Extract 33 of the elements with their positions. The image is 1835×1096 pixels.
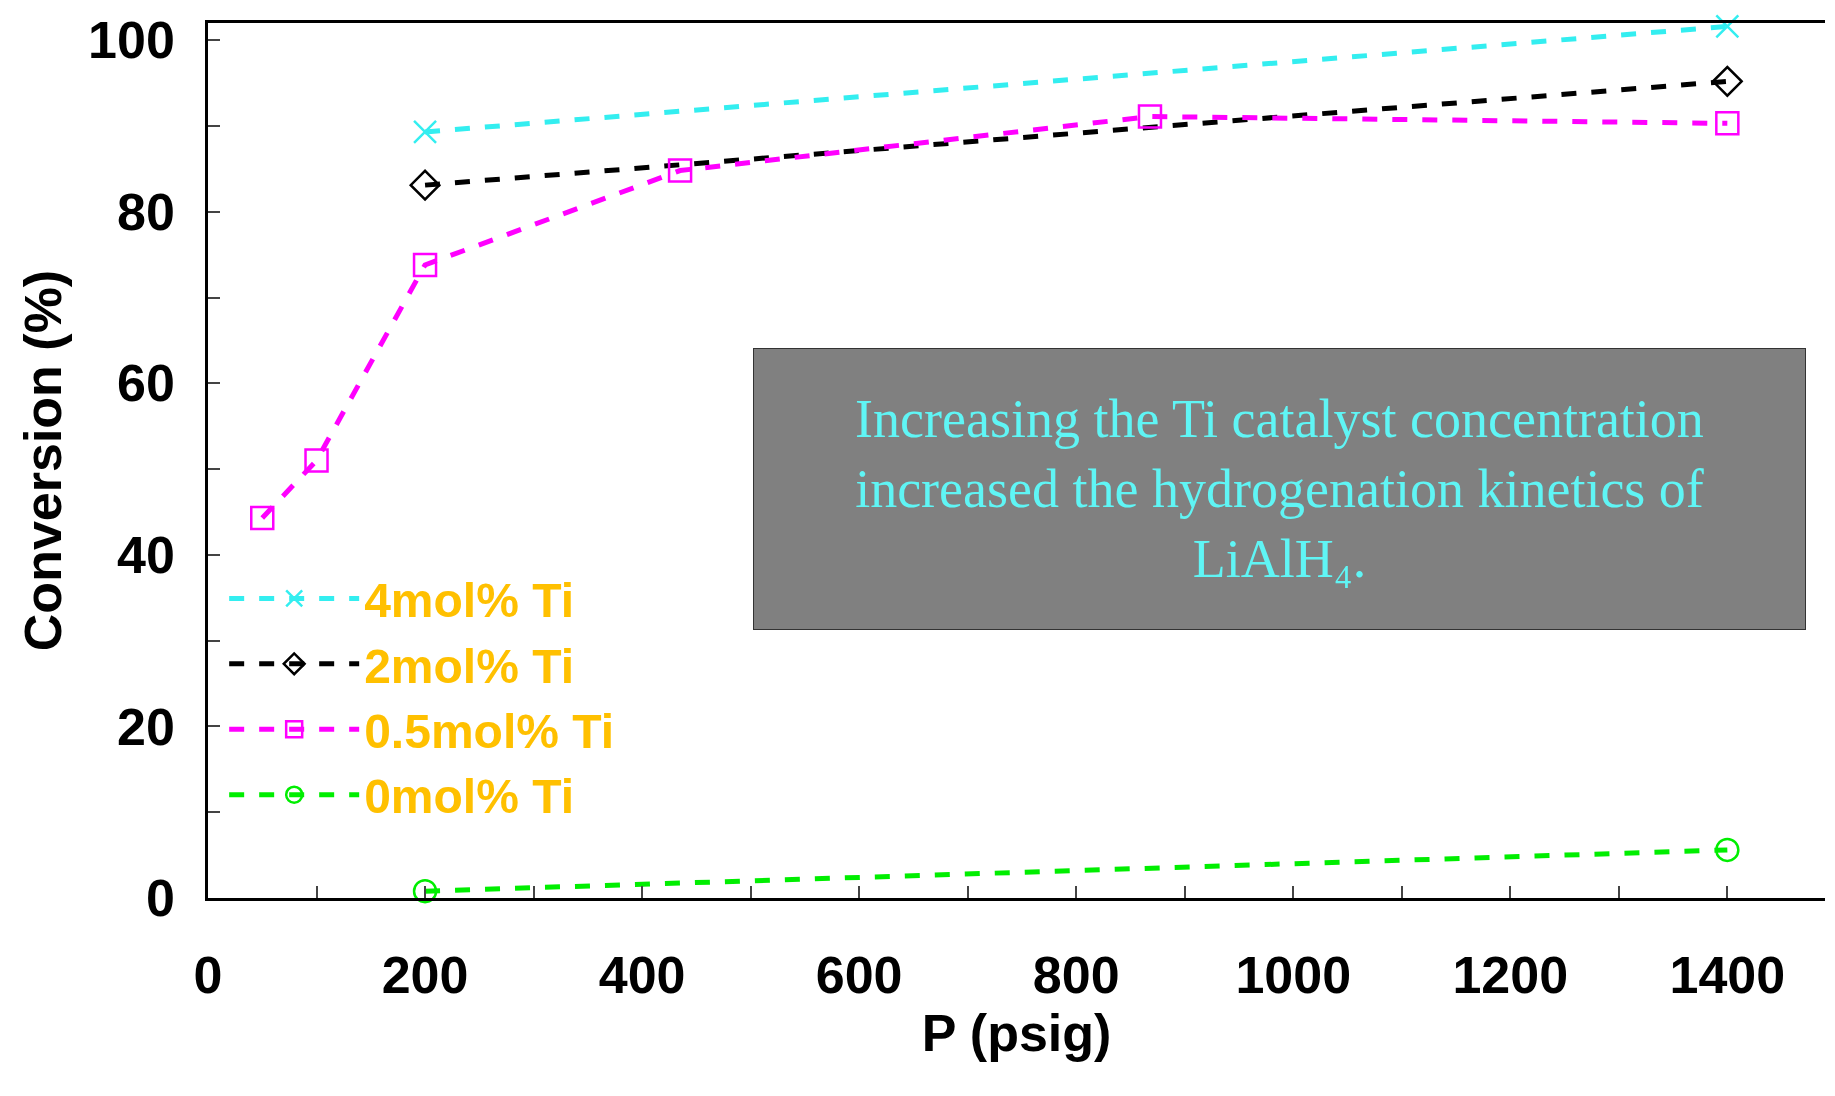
point [412, 878, 438, 904]
legend-label: 0mol% Ti [364, 770, 575, 824]
legend-label: 0.5mol% Ti [364, 704, 615, 758]
x-tick-label: 1000 [1235, 946, 1352, 1005]
y-tick-label: 40 [117, 526, 175, 585]
y-tick-label: 20 [117, 697, 175, 756]
y-tick-label: 60 [117, 354, 175, 413]
x-tick-label: 0 [193, 946, 223, 1005]
point [1715, 111, 1740, 136]
x-tick-label: 600 [815, 946, 903, 1005]
point [1711, 65, 1743, 97]
legend-label: 4mol% Ti [364, 574, 575, 628]
note-box: Increasing the Ti catalyst concentration increased the hydrogenation kinetics of LiAlH₄. [753, 348, 1806, 630]
point [412, 119, 438, 145]
point [409, 169, 441, 201]
point [412, 252, 438, 278]
x-tick-label: 1400 [1669, 946, 1786, 1005]
point [1137, 104, 1163, 129]
x-tick-label: 200 [381, 946, 469, 1005]
point [1715, 14, 1740, 39]
point [250, 505, 275, 531]
y-tick-label: 100 [88, 11, 175, 70]
y-tick-label: 80 [117, 182, 175, 241]
x-tick-label: 400 [598, 946, 686, 1005]
y-axis-title: Conversion (%) [14, 269, 73, 652]
x-axis-title: P (psig) [921, 1004, 1112, 1063]
point [1715, 837, 1740, 863]
x-tick-label: 1200 [1452, 946, 1569, 1005]
legend-label: 2mol% Ti [364, 639, 575, 693]
x-tick-label: 800 [1032, 946, 1120, 1005]
point [667, 158, 693, 183]
point [304, 448, 329, 473]
y-tick-label: 0 [145, 869, 175, 928]
